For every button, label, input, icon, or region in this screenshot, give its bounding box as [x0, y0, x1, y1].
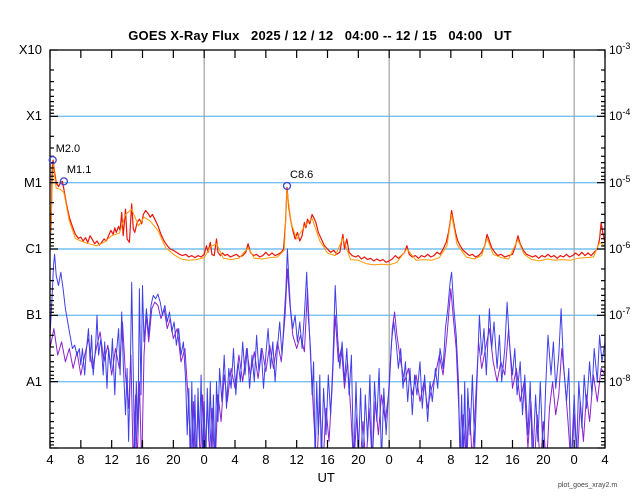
x-axis-title: UT [317, 470, 335, 485]
x-axis-tick-label: 4 [601, 452, 609, 467]
series-long-channel-orange [50, 163, 605, 266]
plot-title: GOES X-Ray Flux 2025 / 12 / 12 04:00 -- … [128, 28, 512, 43]
exponent: -5 [622, 173, 631, 184]
flare-peak-marker [282, 181, 292, 191]
x-axis-tick-label: 0 [200, 452, 208, 467]
y-axis-power-label: 10-5 [609, 173, 631, 190]
y-axis-power-label: 10-3 [609, 41, 631, 57]
x-axis-tick-label: 16 [135, 452, 150, 467]
x-axis-tick-label: 12 [104, 452, 119, 467]
x-axis-tick-label: 16 [320, 452, 335, 467]
x-axis-tick-label: 0 [385, 452, 393, 467]
exponent: -4 [622, 107, 631, 118]
x-axis-tick-label: 20 [536, 452, 551, 467]
y-axis-class-label: M1 [23, 174, 42, 190]
x-axis-tick-label: 20 [351, 452, 366, 467]
x-axis-tick-label: 8 [262, 452, 270, 467]
series-short-channel-blue [50, 248, 605, 448]
x-axis-tick-label: 4 [46, 452, 54, 467]
exponent: -3 [622, 41, 631, 51]
watermark-script-name: plot_goes_xray2.m [558, 482, 618, 489]
x-axis-tick-label: 12 [474, 452, 489, 467]
exponent: -8 [622, 372, 631, 383]
x-axis-tick-label: 8 [77, 452, 85, 467]
x-axis-tick-label: 16 [505, 452, 520, 467]
y-axis-class-label: X1 [26, 108, 42, 124]
flare-event-label: M2.0 [55, 143, 81, 156]
flare-event-label: C8.6 [290, 168, 314, 181]
x-axis-tick-label: 20 [166, 452, 181, 467]
y-axis-class-label: B1 [26, 307, 42, 323]
axis-ticks [49, 49, 606, 449]
data-series [50, 159, 605, 448]
flare-event-label: M1.1 [66, 164, 92, 177]
x-axis-tick-label: 0 [570, 452, 578, 467]
exponent: -7 [622, 306, 631, 317]
y-axis-class-label: A1 [26, 373, 42, 389]
flare-peak-marker [59, 177, 69, 186]
y-axis-class-label: X10 [18, 42, 42, 57]
x-axis-tick-label: 8 [447, 452, 455, 467]
plot-border [49, 49, 606, 449]
series-long-channel-red [50, 159, 605, 263]
exponent: -6 [622, 240, 631, 250]
y-axis-power-label: 10-8 [609, 372, 631, 389]
y-axis-power-label: 10-6 [609, 240, 631, 256]
flare-peak-marker [48, 155, 57, 165]
flare-event-markers [48, 155, 292, 191]
y-axis-power-label: 10-4 [609, 107, 631, 124]
series-short-channel-purple [50, 268, 605, 448]
y-axis-class-label: C1 [25, 241, 42, 256]
x-axis-tick-label: 4 [231, 452, 239, 467]
x-axis-tick-label: 12 [289, 452, 304, 467]
x-axis-tick-label: 4 [416, 452, 424, 467]
y-axis-power-label: 10-7 [609, 306, 631, 323]
